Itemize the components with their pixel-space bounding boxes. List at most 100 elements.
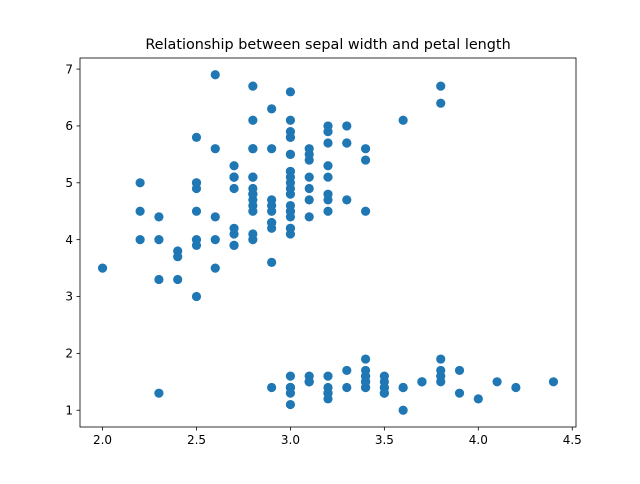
data-point bbox=[323, 371, 333, 381]
y-axis: 1 2 3 4 5 6 7 bbox=[65, 62, 80, 417]
data-point bbox=[436, 81, 446, 91]
data-point bbox=[191, 235, 202, 245]
data-point bbox=[173, 274, 183, 285]
x-axis: 2.0 2.5 3.0 3.5 4.0 4.5 bbox=[93, 427, 582, 447]
data-point bbox=[304, 144, 314, 154]
data-point bbox=[342, 138, 352, 148]
data-point bbox=[304, 172, 314, 182]
data-point bbox=[248, 144, 258, 154]
data-point bbox=[285, 149, 296, 159]
data-point bbox=[154, 274, 164, 285]
data-point bbox=[436, 98, 446, 108]
data-point bbox=[379, 388, 389, 398]
data-point bbox=[285, 399, 296, 410]
data-point bbox=[285, 200, 296, 211]
data-point bbox=[267, 104, 277, 114]
data-point bbox=[360, 155, 371, 165]
data-point bbox=[135, 206, 145, 216]
data-point bbox=[436, 371, 446, 381]
data-point bbox=[342, 195, 352, 205]
data-point bbox=[304, 183, 314, 194]
data-point bbox=[154, 388, 164, 398]
data-point bbox=[267, 257, 277, 267]
data-point bbox=[360, 354, 371, 364]
data-point bbox=[360, 377, 371, 387]
y-tick-label: 1 bbox=[65, 403, 73, 417]
data-point bbox=[398, 405, 408, 415]
data-point bbox=[342, 382, 352, 393]
data-point bbox=[398, 115, 408, 125]
data-point bbox=[248, 206, 258, 216]
data-point bbox=[398, 382, 408, 393]
data-point bbox=[492, 377, 502, 387]
data-point bbox=[248, 115, 258, 125]
chart-title: Relationship between sepal width and pet… bbox=[145, 37, 510, 53]
x-tick-label: 4.0 bbox=[469, 433, 488, 447]
data-point bbox=[135, 235, 145, 245]
data-point bbox=[191, 178, 202, 188]
data-point bbox=[267, 382, 277, 393]
data-point bbox=[360, 206, 371, 216]
data-point bbox=[248, 229, 258, 239]
x-tick-label: 2.5 bbox=[187, 433, 206, 447]
data-point bbox=[248, 172, 258, 182]
data-point bbox=[191, 291, 202, 302]
data-point bbox=[436, 354, 446, 364]
data-point bbox=[97, 263, 108, 273]
data-point bbox=[210, 235, 220, 245]
data-point bbox=[454, 365, 465, 376]
data-point bbox=[285, 189, 296, 199]
data-point bbox=[323, 382, 333, 393]
data-point bbox=[360, 144, 371, 154]
x-tick-label: 2.0 bbox=[93, 433, 112, 447]
data-point bbox=[323, 189, 333, 199]
axes-frame bbox=[79, 57, 577, 428]
data-point bbox=[210, 263, 220, 273]
data-point bbox=[191, 206, 202, 216]
data-point bbox=[154, 212, 164, 222]
x-tick-label: 3.5 bbox=[375, 433, 394, 447]
data-point bbox=[323, 206, 333, 216]
y-tick-label: 2 bbox=[65, 347, 73, 361]
y-tick-label: 6 bbox=[65, 119, 73, 133]
data-point bbox=[285, 132, 296, 142]
data-point bbox=[323, 138, 333, 148]
data-point bbox=[304, 195, 314, 205]
data-point bbox=[473, 394, 483, 404]
data-point bbox=[267, 206, 277, 216]
data-point bbox=[285, 223, 296, 233]
data-point bbox=[285, 115, 296, 125]
data-point bbox=[210, 144, 220, 154]
data-point bbox=[285, 172, 296, 182]
data-point bbox=[511, 382, 521, 393]
data-point bbox=[210, 212, 220, 222]
data-point bbox=[210, 70, 220, 80]
data-point bbox=[229, 183, 239, 194]
data-point bbox=[342, 121, 352, 131]
data-point bbox=[229, 240, 239, 250]
data-point bbox=[304, 212, 314, 222]
data-point bbox=[323, 172, 333, 182]
y-tick-label: 7 bbox=[65, 62, 73, 76]
data-point bbox=[267, 218, 277, 228]
data-point bbox=[191, 132, 202, 142]
data-point bbox=[229, 161, 239, 171]
data-point bbox=[417, 377, 427, 387]
data-point bbox=[248, 189, 258, 199]
data-point bbox=[248, 81, 258, 91]
data-point bbox=[267, 144, 277, 154]
data-point bbox=[229, 172, 239, 182]
data-point bbox=[285, 87, 296, 97]
data-point bbox=[454, 388, 465, 398]
data-point bbox=[154, 235, 164, 245]
data-point bbox=[285, 371, 296, 381]
data-point bbox=[173, 252, 183, 262]
data-point bbox=[285, 382, 296, 393]
y-tick-label: 5 bbox=[65, 176, 73, 190]
data-point bbox=[379, 371, 389, 381]
data-point bbox=[229, 223, 239, 233]
data-point bbox=[135, 178, 145, 188]
